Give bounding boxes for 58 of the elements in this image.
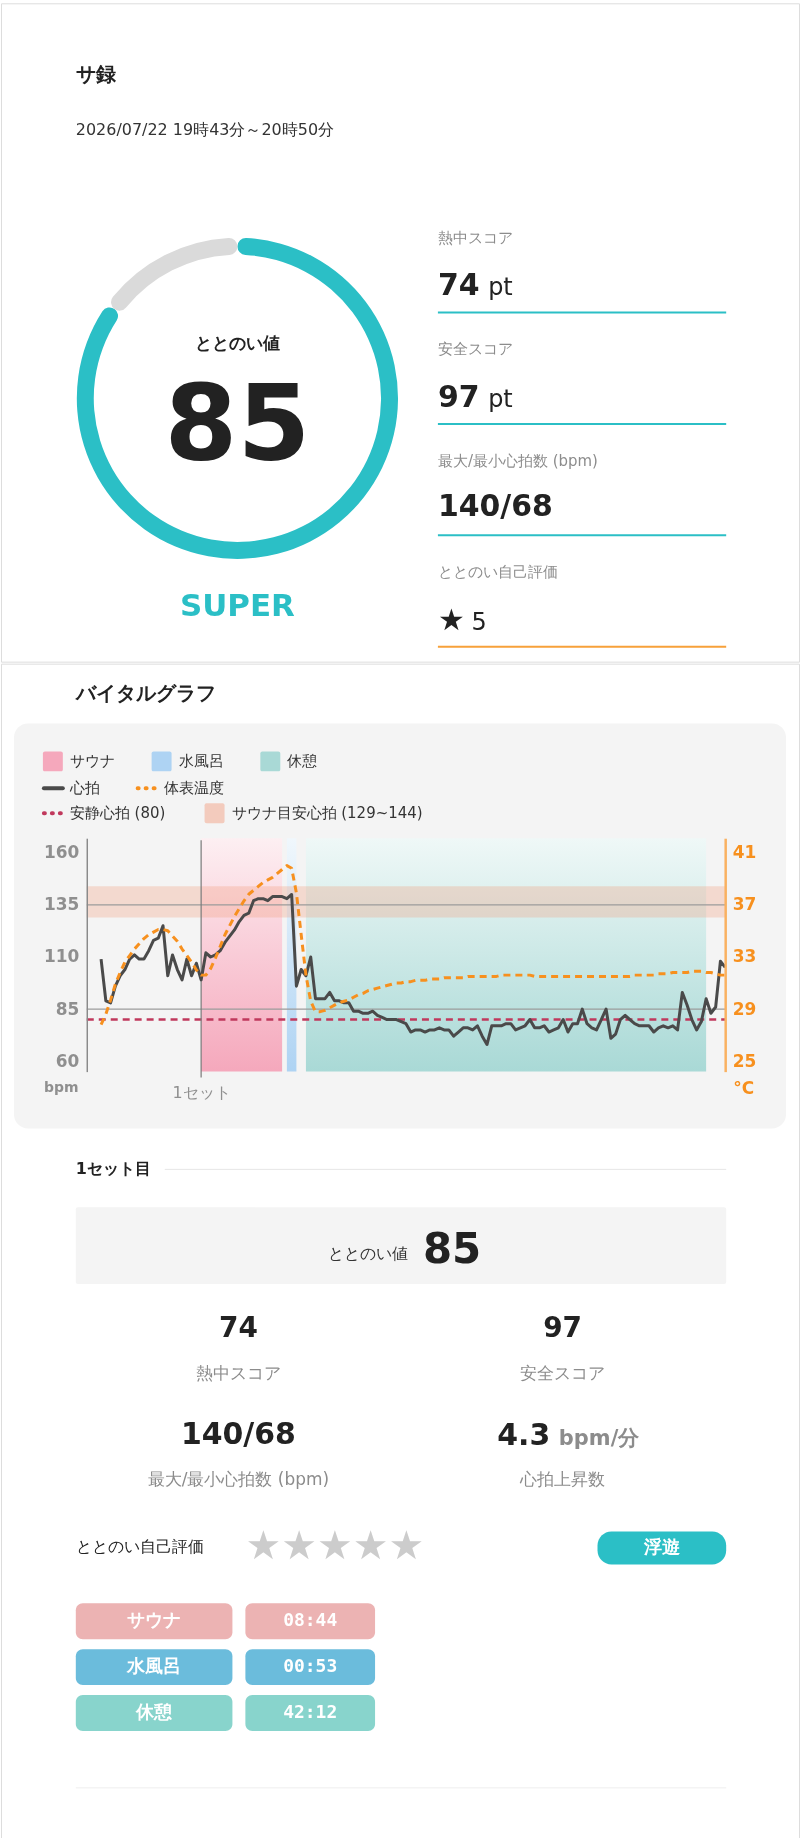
text: 140/68 bbox=[180, 1415, 296, 1451]
chart-title: バイタルグラフ bbox=[74, 680, 216, 705]
legend-label: サウナ目安心拍 (129~144) bbox=[231, 804, 423, 823]
text: 74 bbox=[218, 1310, 258, 1344]
legend-label: 安静心拍 (80) bbox=[69, 804, 166, 823]
y-tick-label: 60 bbox=[55, 1050, 80, 1071]
y2-tick-label: 41 bbox=[732, 842, 757, 863]
text: 140/68 bbox=[437, 488, 553, 524]
donut-slice bbox=[111, 237, 238, 311]
y2-axis-title: °C bbox=[733, 1078, 755, 1099]
text: ★★★★★ bbox=[245, 1522, 425, 1569]
text: 浮遊 bbox=[642, 1535, 681, 1557]
text: 85 bbox=[422, 1224, 482, 1274]
legend-label: 心拍 bbox=[68, 779, 100, 798]
y-axis-title: bpm bbox=[44, 1079, 79, 1096]
text: 最大/最小心拍数 (bpm) bbox=[437, 451, 598, 470]
text: 74 pt bbox=[437, 267, 513, 303]
text: 最大/最小心拍数 (bpm) bbox=[147, 1468, 330, 1489]
text: 00:53 bbox=[283, 1655, 338, 1677]
x-tick-label: 1セット bbox=[172, 1083, 231, 1103]
y-tick-label: 110 bbox=[43, 946, 80, 967]
line-series bbox=[99, 864, 727, 1027]
donut-slice bbox=[77, 237, 398, 559]
data-label: 85 bbox=[164, 363, 311, 486]
legend-label: サウナ bbox=[69, 752, 115, 771]
text: ととのい値 bbox=[194, 333, 280, 354]
text: 4.3 bpm/分 bbox=[497, 1417, 641, 1453]
text: SUPER bbox=[179, 586, 296, 623]
line-series bbox=[99, 892, 727, 1047]
chart-title: サ録 bbox=[75, 62, 116, 87]
text: ととのい値 bbox=[327, 1244, 408, 1264]
text: 心拍上昇数 bbox=[519, 1468, 606, 1489]
chart-subtitle: 2026/07/22 19時43分～20時50分 bbox=[75, 119, 335, 139]
y2-tick-label: 37 bbox=[732, 894, 757, 915]
text: ★ 5 bbox=[437, 601, 487, 637]
y-tick-label: 135 bbox=[43, 894, 80, 915]
text: 97 bbox=[543, 1310, 583, 1344]
y2-tick-label: 25 bbox=[732, 1050, 757, 1071]
y-tick-label: 85 bbox=[55, 998, 80, 1019]
legend-label: 水風呂 bbox=[178, 752, 224, 771]
legend-label: 体表温度 bbox=[163, 779, 224, 798]
text: 安全スコア bbox=[437, 340, 513, 359]
text: ととのい自己評価 bbox=[437, 562, 558, 581]
legend-label: 休憩 bbox=[287, 752, 318, 771]
text: ととのい自己評価 bbox=[75, 1537, 204, 1557]
text: 安全スコア bbox=[520, 1362, 606, 1383]
text: 08:44 bbox=[283, 1609, 338, 1631]
y2-tick-label: 33 bbox=[732, 946, 757, 967]
text: 休憩 bbox=[135, 1701, 174, 1723]
text: 97 pt bbox=[437, 378, 513, 414]
text: 熱中スコア bbox=[437, 228, 513, 247]
y2-tick-label: 29 bbox=[732, 998, 757, 1019]
text: 水風呂 bbox=[126, 1655, 182, 1677]
text: 熱中スコア bbox=[195, 1362, 281, 1383]
text: 1セット目 bbox=[75, 1159, 151, 1179]
text: サウナ bbox=[127, 1609, 182, 1631]
y-tick-label: 160 bbox=[43, 842, 80, 863]
text: 42:12 bbox=[283, 1701, 338, 1723]
